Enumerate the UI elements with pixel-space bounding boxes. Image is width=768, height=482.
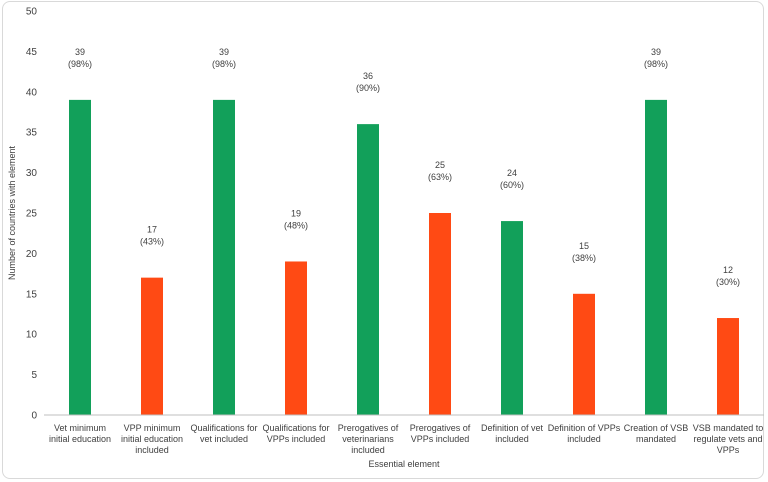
category-label: Definition of vet <box>481 423 544 433</box>
data-label: 15 <box>579 241 589 251</box>
bar <box>645 99 667 415</box>
category-label: VPPs <box>717 445 740 455</box>
y-tick-label: 5 <box>31 370 37 381</box>
data-label: (38%) <box>572 253 596 263</box>
data-label: 17 <box>147 225 157 235</box>
category-label: VPP minimum <box>124 423 181 433</box>
category-label: VSB mandated to <box>693 423 764 433</box>
y-tick-label: 15 <box>26 289 38 300</box>
bar <box>501 221 523 415</box>
category-label: VPPs included <box>267 434 326 444</box>
data-label: (98%) <box>68 59 92 69</box>
category-label: Qualifications for <box>262 423 329 433</box>
bar <box>573 293 595 415</box>
data-label: (30%) <box>716 277 740 287</box>
data-label: 12 <box>723 265 733 275</box>
bar <box>213 99 235 415</box>
category-label: vet included <box>200 434 248 444</box>
data-label: (98%) <box>212 59 236 69</box>
category-label: included <box>567 434 601 444</box>
y-tick-label: 50 <box>26 7 38 18</box>
category-label: Creation of VSB <box>624 423 689 433</box>
data-label: 19 <box>291 208 301 218</box>
data-label: 24 <box>507 168 517 178</box>
category-label: veterinarians <box>342 434 394 444</box>
data-label: 36 <box>363 71 373 81</box>
bars <box>69 99 739 416</box>
category-label: included <box>495 434 529 444</box>
category-label: mandated <box>636 434 676 444</box>
category-label: included <box>135 445 169 455</box>
category-label: VPPs included <box>411 434 470 444</box>
data-labels: 39 (98%) 17 (43%) 39 (98%) 19 (48%) 36 (90%) 25 (63… <box>68 47 740 287</box>
bar <box>429 213 451 415</box>
y-axis-title: Number of countries with element <box>7 145 17 280</box>
data-label: 39 <box>219 47 229 57</box>
y-tick-label: 25 <box>26 209 38 220</box>
y-tick-label: 20 <box>26 249 38 260</box>
category-label: included <box>351 445 385 455</box>
data-label: (43%) <box>140 237 164 247</box>
data-label: (48%) <box>284 220 308 230</box>
bar <box>357 124 379 416</box>
y-tick-label: 0 <box>31 411 37 422</box>
category-label: Definition of VPPs <box>548 423 621 433</box>
category-label: initial education <box>49 434 111 444</box>
data-label: (63%) <box>428 172 452 182</box>
y-tick-label: 45 <box>26 47 38 58</box>
category-label: regulate vets and <box>693 434 762 444</box>
category-label: Vet minimum <box>54 423 106 433</box>
y-tick-label: 10 <box>26 330 38 341</box>
data-label: (98%) <box>644 59 668 69</box>
y-tick-label: 40 <box>26 87 38 98</box>
x-axis-title: Essential element <box>368 459 440 469</box>
bar <box>69 99 91 415</box>
category-label: initial education <box>121 434 183 444</box>
data-label: 25 <box>435 160 445 170</box>
y-axis-ticks: 0 5 10 15 20 25 30 35 40 45 50 <box>26 7 38 422</box>
bar <box>717 318 739 415</box>
y-tick-label: 30 <box>26 168 38 179</box>
data-label: 39 <box>75 47 85 57</box>
data-label: 39 <box>651 47 661 57</box>
bar <box>141 277 163 415</box>
category-label: Prerogatives of <box>410 423 471 433</box>
data-label: (90%) <box>356 83 380 93</box>
category-label: Prerogatives of <box>338 423 399 433</box>
category-label: Qualifications for <box>190 423 257 433</box>
bar <box>285 261 307 415</box>
y-tick-label: 35 <box>26 128 38 139</box>
data-label: (60%) <box>500 180 524 190</box>
